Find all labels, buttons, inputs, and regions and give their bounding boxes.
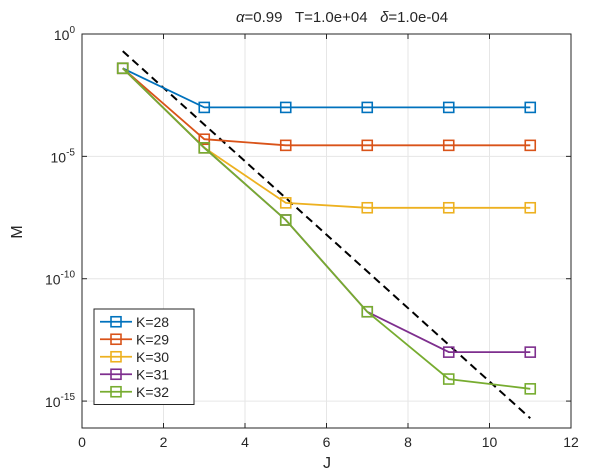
- y-axis-label: M: [9, 225, 26, 238]
- y-tick-exponent: -15: [61, 392, 76, 403]
- data-point-marker: [524, 201, 537, 214]
- series-line: [122, 67, 531, 390]
- x-axis-label: J: [323, 455, 331, 472]
- y-tick-exponent: 0: [69, 25, 75, 36]
- data-point-marker: [116, 62, 129, 75]
- title-gap: [282, 9, 295, 26]
- reference-dashed-line: [122, 50, 531, 419]
- data-point-marker: [198, 101, 211, 114]
- data-point-marker: [361, 101, 374, 114]
- legend-label: K=32: [136, 384, 169, 400]
- x-tick-label: 8: [404, 434, 412, 450]
- data-point-marker: [524, 383, 537, 395]
- series-K=32: [116, 62, 537, 395]
- data-point-marker: [442, 373, 455, 385]
- data-point-marker: [524, 346, 537, 358]
- data-point-marker: [524, 101, 537, 114]
- x-tick-label: 0: [78, 434, 86, 450]
- title-gap: [368, 9, 381, 26]
- series-line: [122, 67, 531, 109]
- title-text: T=1.0e+04: [295, 9, 368, 26]
- series-layer: [116, 50, 537, 419]
- legend-label: K=29: [136, 331, 169, 347]
- data-point-marker: [361, 201, 374, 214]
- title-text: =1.0e-04: [388, 9, 448, 26]
- data-point-marker: [279, 139, 292, 152]
- x-tick-label: 6: [323, 434, 331, 450]
- legend-marker: [110, 350, 122, 363]
- x-tick-label: 12: [563, 434, 579, 450]
- y-tick-label: 10-5: [51, 147, 76, 165]
- x-tick-label: 10: [482, 434, 498, 450]
- data-point-marker: [524, 139, 537, 152]
- y-tick-exponent: -10: [61, 270, 76, 281]
- legend-marker: [110, 385, 122, 398]
- series-line: [122, 67, 531, 147]
- x-tick-label: 4: [241, 434, 249, 450]
- x-tick-label: 2: [160, 434, 168, 450]
- y-tick-base: 10: [54, 27, 70, 43]
- legend-marker: [110, 315, 122, 328]
- data-point-marker: [198, 141, 211, 154]
- title-symbol: δ: [380, 9, 389, 26]
- legend-label: K=28: [136, 314, 169, 330]
- data-point-marker: [279, 101, 292, 114]
- y-tick-label: 10-15: [45, 392, 75, 410]
- legend-marker: [110, 333, 122, 346]
- legend-label: K=30: [136, 349, 169, 365]
- y-tick-exponent: -5: [66, 147, 75, 158]
- legend-label: K=31: [136, 366, 169, 382]
- legend: K=28K=29 K=30K=31 K=32: [93, 308, 195, 405]
- data-point-marker: [442, 346, 455, 358]
- data-point-marker: [442, 101, 455, 114]
- data-point-marker: [442, 139, 455, 152]
- y-tick-label: 10-10: [45, 270, 75, 288]
- data-point-marker: [279, 214, 292, 226]
- y-tick-base: 10: [45, 272, 61, 288]
- data-point-marker: [442, 201, 455, 214]
- grid-lines: [82, 34, 571, 428]
- y-tick-base: 10: [51, 149, 67, 165]
- legend-marker: [110, 368, 122, 381]
- chart-title: α=0.99 T=1.0e+04 δ=1.0e-04: [236, 9, 448, 26]
- title-text: =0.99: [245, 9, 283, 26]
- data-point-marker: [198, 133, 211, 146]
- title-symbol: α: [236, 9, 245, 26]
- data-point-marker: [279, 197, 292, 209]
- data-point-marker: [361, 305, 374, 318]
- y-tick-label: 100: [54, 25, 76, 43]
- y-tick-base: 10: [45, 394, 61, 410]
- data-point-marker: [361, 139, 374, 152]
